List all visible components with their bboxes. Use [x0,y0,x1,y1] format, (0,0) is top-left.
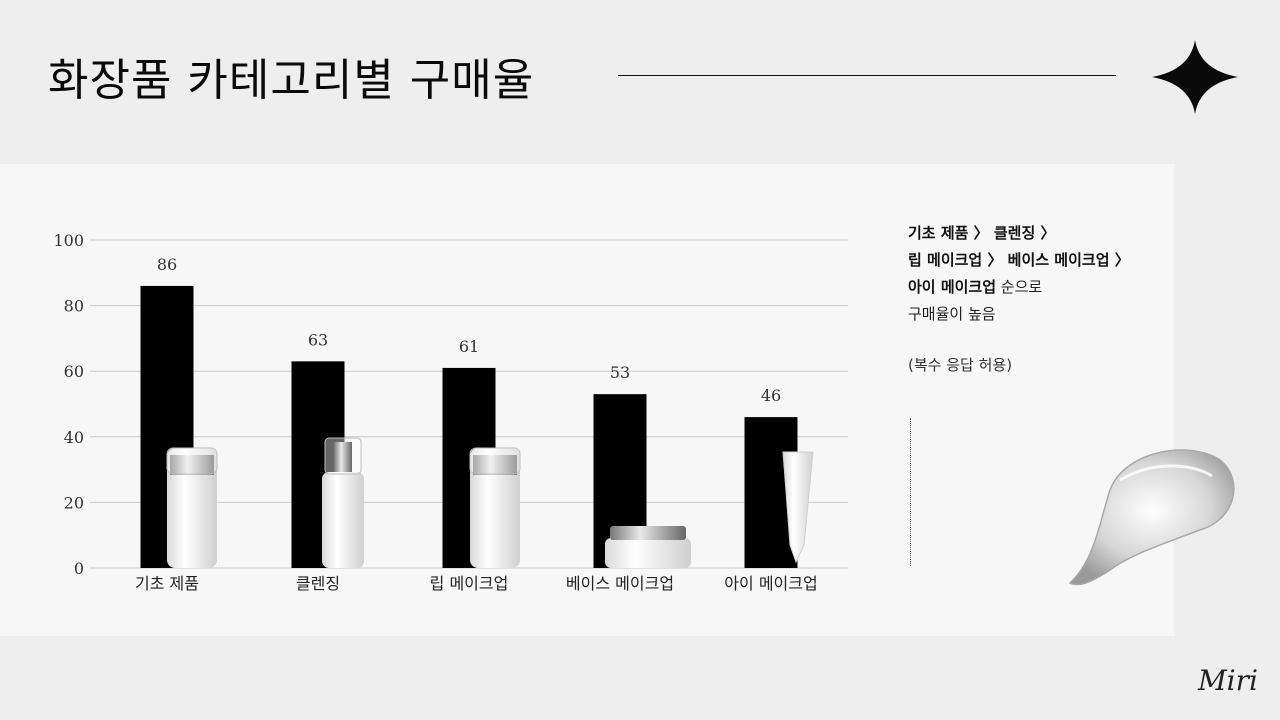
chart-summary: 기초 제품 〉 클렌징 〉 립 메이크업 〉 베이스 메이크업 〉 아이 메이크… [908,220,1168,328]
title-divider [618,75,1116,76]
x-tick-label: 베이스 메이크업 [566,574,674,593]
response-note: (복수 응답 허용) [908,356,1013,374]
y-tick-label: 60 [64,362,84,381]
data-label: 53 [610,363,630,382]
bottle-illustration [166,447,218,568]
y-tick-label: 40 [64,428,84,447]
data-label: 61 [459,337,479,356]
summary-line-2: 립 메이크업 〉 베이스 메이크업 〉 [908,251,1130,269]
tube-illustration [782,451,814,564]
bottle-illustration [322,437,364,568]
x-tick-label: 기초 제품 [135,574,199,593]
y-tick-label: 20 [64,493,84,512]
summary-line-3-rest: 순으로 [996,278,1043,296]
four-point-star-icon [1152,40,1238,114]
bottle-illustration [469,447,521,568]
summary-line-3: 아이 메이크업 [908,278,997,296]
summary-line-4: 구매율이 높음 [908,305,996,323]
dotted-divider [910,418,911,566]
gel-swatch-icon [1068,449,1235,586]
summary-line-1: 기초 제품 〉 클렌징 〉 [908,224,1056,242]
data-label: 63 [308,330,328,349]
y-tick-label: 80 [64,297,84,316]
data-label: 46 [761,386,781,405]
signature: Miri [1198,664,1258,697]
page-title: 화장품 카테고리별 구매율 [48,55,535,106]
data-label: 86 [157,255,177,274]
jar-illustration [605,526,691,568]
y-tick-label: 100 [53,231,84,250]
x-tick-label: 아이 메이크업 [724,574,817,593]
x-tick-label: 클렌징 [296,574,340,593]
y-tick-label: 0 [74,559,84,578]
x-tick-label: 립 메이크업 [430,574,509,593]
